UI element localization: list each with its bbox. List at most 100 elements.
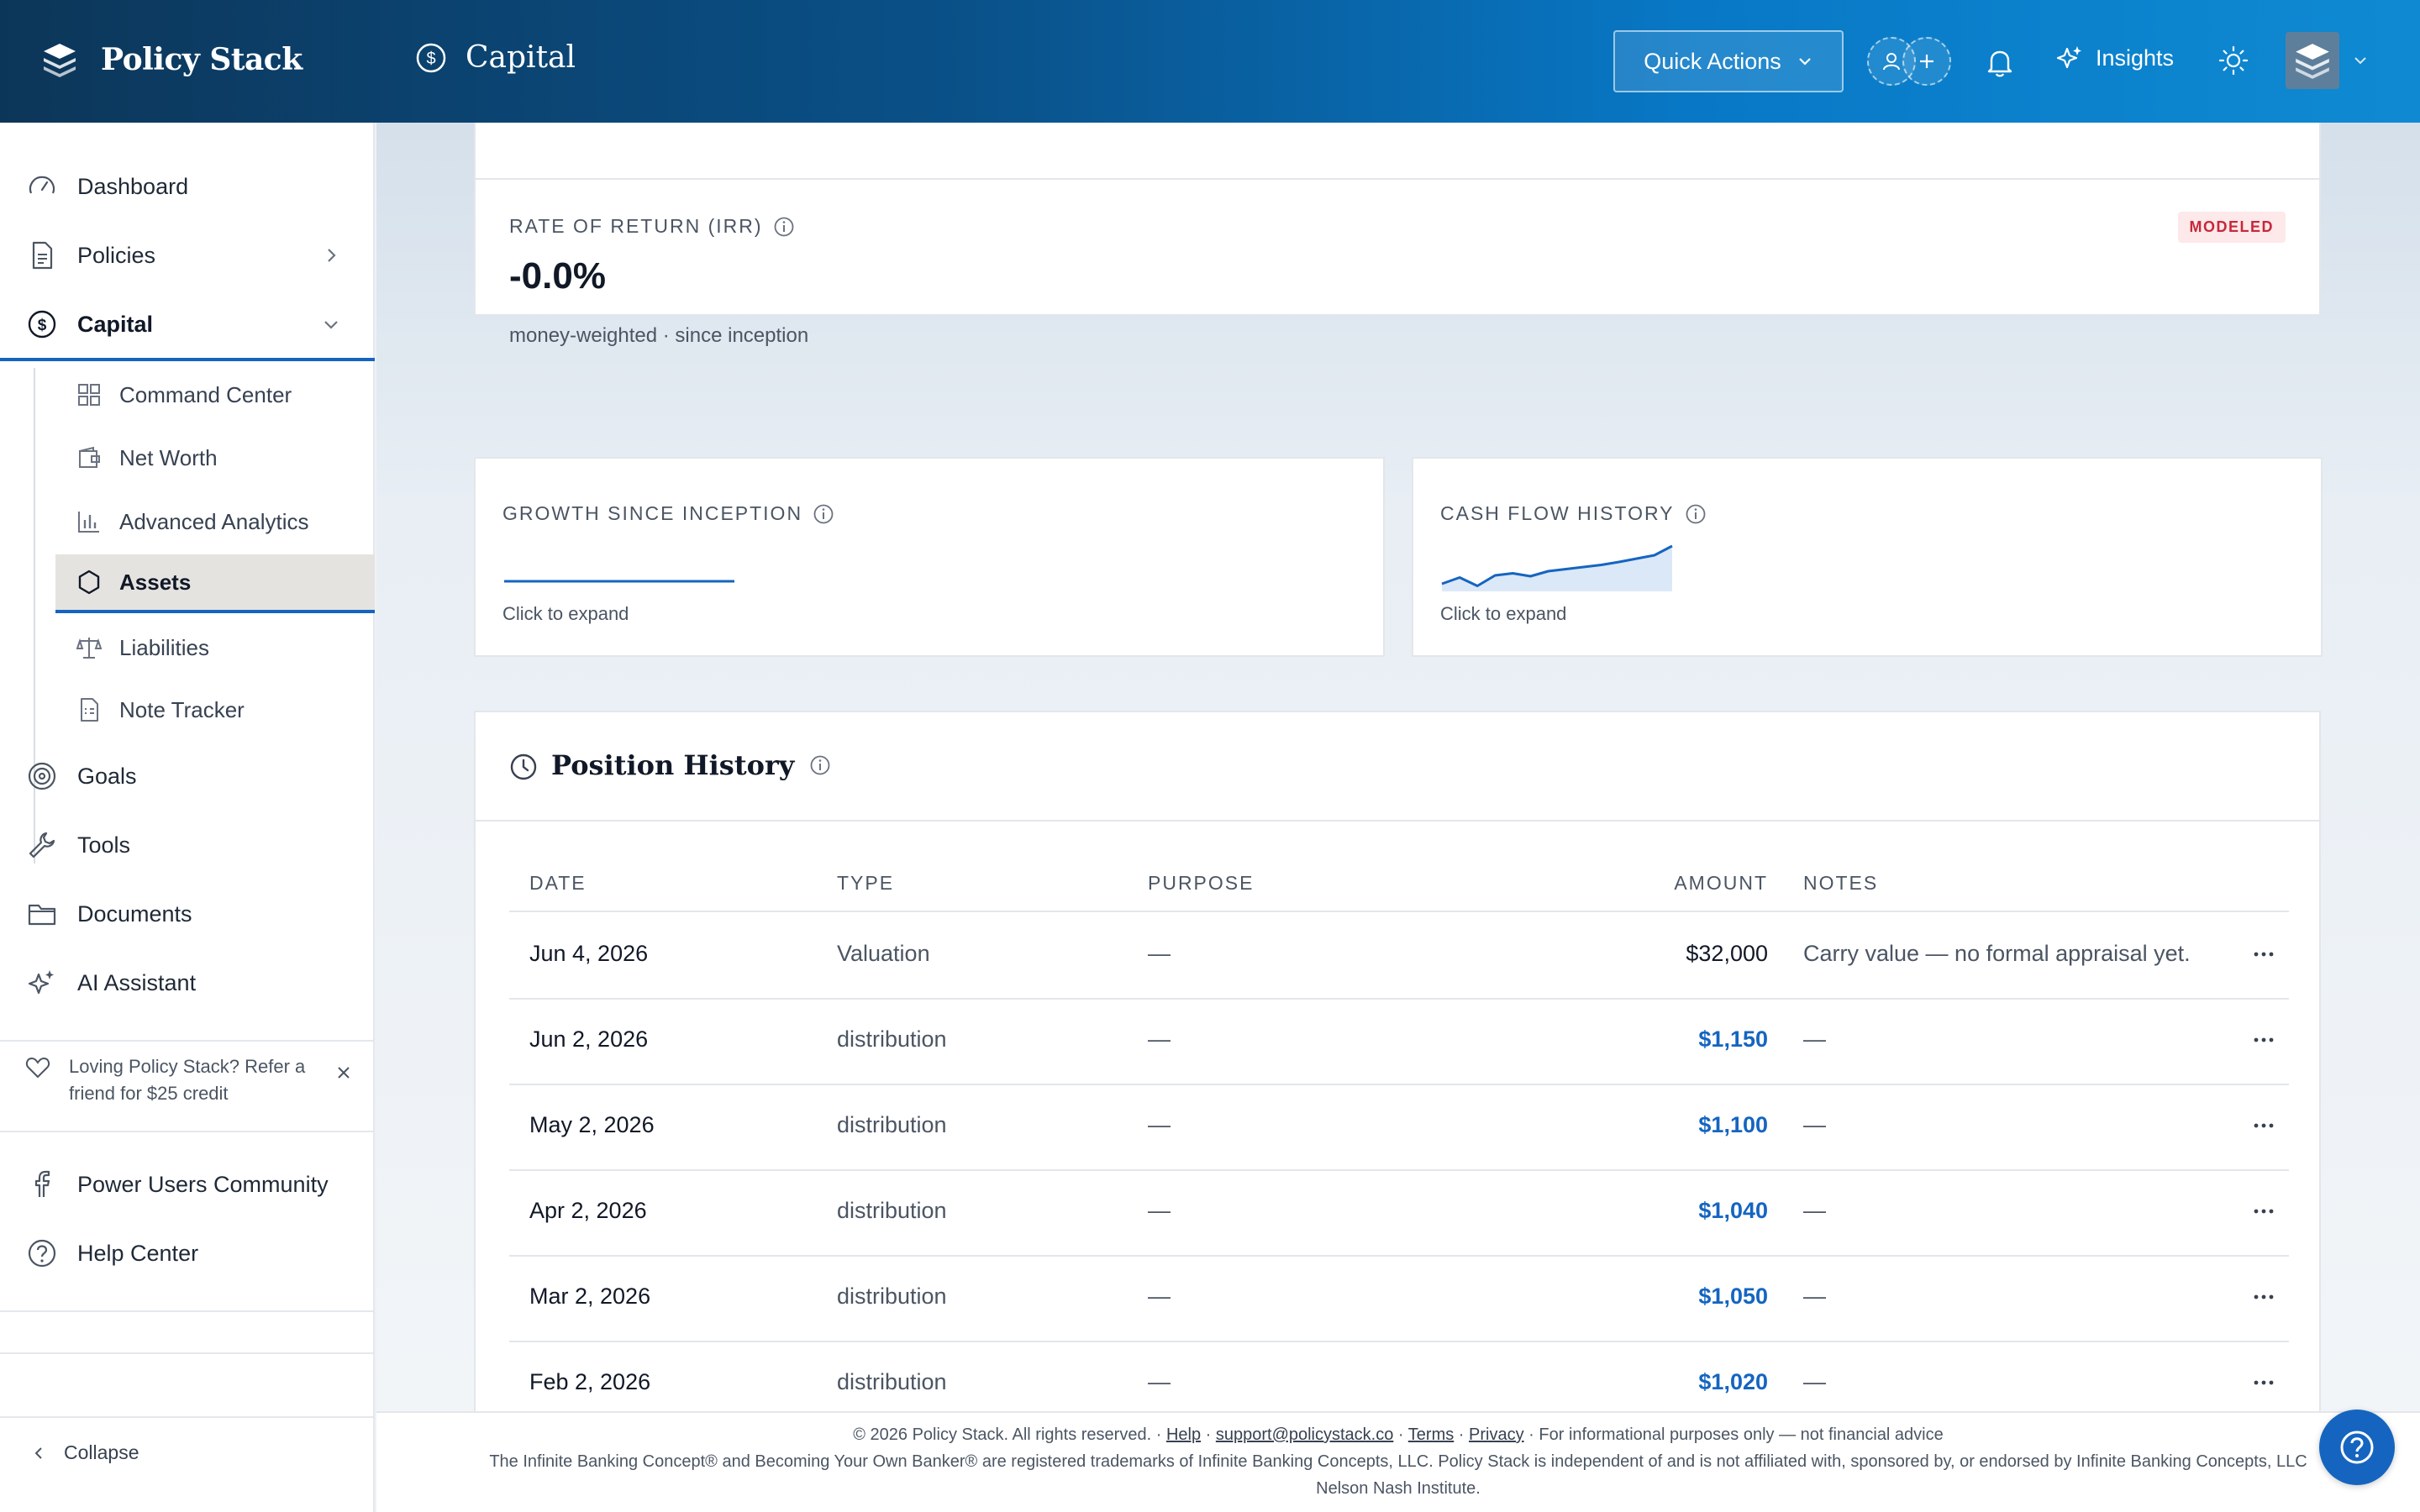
sidebar-item-documents[interactable]: Documents [0,882,375,946]
sidebar-item-label: AI Assistant [77,969,197,995]
sidebar-item-power-users-community[interactable]: Power Users Community [0,1152,375,1216]
account-menu[interactable] [2286,32,2370,89]
sidebar-item-label: Tools [77,832,131,858]
section-title-text: Position History [551,749,795,781]
table-row[interactable]: Jun 4, 2026 Valuation — $32,000 Carry value … [476,912,2319,998]
quick-actions-button[interactable]: Quick Actions [1613,30,1844,92]
expand-hint: Click to expand [502,603,629,624]
divider [509,911,2289,912]
document-icon [32,241,53,270]
cell-notes: — [1803,1198,1826,1223]
bell-icon[interactable] [1983,45,2017,79]
plus-icon [1902,37,1951,86]
info-icon[interactable] [773,216,795,238]
irr-value: -0.0% [509,255,606,297]
info-icon[interactable] [809,754,831,776]
sidebar-item-policies[interactable]: Policies [0,223,375,287]
column-header-notes[interactable]: NOTES [1803,872,1879,894]
footer-terms-link[interactable]: Terms [1407,1425,1455,1444]
more-options-icon[interactable] [2252,944,2275,964]
trademark-line-1: The Infinite Banking Concept® and Becomi… [489,1452,2307,1471]
cashflow-sparkline [1441,544,1673,591]
more-options-icon[interactable] [2252,1373,2275,1393]
sidebar-item-tools[interactable]: Tools [0,813,375,877]
column-header-date[interactable]: DATE [529,872,587,894]
main-content: RATE OF RETURN (IRR) -0.0% money-weighte… [376,123,2420,1411]
referral-banner[interactable]: Loving Policy Stack? Refer a friend for … [25,1053,353,1107]
footer-email-link[interactable]: support@policystack.co [1215,1425,1394,1444]
brand[interactable]: Policy Stack [42,40,302,79]
table-row[interactable]: May 2, 2026 distribution — $1,100 — [476,1084,2319,1169]
growth-label: GROWTH SINCE INCEPTION [502,502,834,525]
table-row[interactable]: Jun 2, 2026 distribution — $1,150 — [476,998,2319,1084]
sidebar-item-label: Net Worth [119,444,218,470]
sidebar-item-label: Capital [77,311,154,337]
more-options-icon[interactable] [2252,1116,2275,1136]
column-header-purpose[interactable]: PURPOSE [1148,872,1255,894]
column-header-type[interactable]: TYPE [837,872,895,894]
sidebar-item-ai-assistant[interactable]: AI Assistant [0,951,375,1015]
status-badge: MODELED [2177,212,2286,243]
gauge-icon [29,176,55,194]
insights-button[interactable]: Insights [2055,44,2174,72]
cell-type: distribution [837,1369,947,1394]
collapse-label: Collapse [64,1441,139,1463]
cell-amount[interactable]: $1,100 [1698,1112,1768,1137]
sidebar-item-help-center[interactable]: Help Center [0,1221,375,1285]
growth-sparkline [504,580,734,583]
cell-amount[interactable]: $1,150 [1698,1026,1768,1052]
table-row[interactable]: Mar 2, 2026 distribution — $1,050 — [476,1255,2319,1341]
info-icon[interactable] [1685,503,1707,525]
more-options-icon[interactable] [2252,1201,2275,1221]
sidebar-item-command-center[interactable]: Command Center [55,365,375,424]
sidebar-item-label: Command Center [119,381,292,407]
help-fab-button[interactable] [2319,1410,2395,1485]
cell-amount[interactable]: $1,040 [1698,1198,1768,1223]
sidebar-item-liabilities[interactable]: Liabilities [55,618,375,677]
invite-user-button[interactable] [1867,37,1951,86]
growth-card[interactable]: GROWTH SINCE INCEPTION Click to expand [474,457,1385,657]
sidebar-item-label: Policies [77,242,156,268]
table-row[interactable]: Feb 2, 2026 distribution — $1,020 — [476,1341,2319,1411]
svg-text:$: $ [38,317,47,334]
cell-purpose: — [1148,1112,1171,1137]
more-options-icon[interactable] [2252,1287,2275,1307]
avatar [2286,32,2339,89]
cell-amount[interactable]: $1,020 [1698,1369,1768,1394]
expand-hint: Click to expand [1440,603,1567,624]
footer-privacy-link[interactable]: Privacy [1469,1425,1524,1444]
sidebar-item-dashboard[interactable]: Dashboard [0,155,375,218]
sidebar-item-note-tracker[interactable]: Note Tracker [55,680,375,739]
sidebar-item-net-worth[interactable]: Net Worth [55,428,375,487]
active-section-indicator [0,358,375,361]
collapse-button[interactable]: Collapse [30,1441,139,1464]
cell-type: distribution [837,1198,947,1223]
sun-icon[interactable] [2218,45,2249,76]
cell-date: Feb 2, 2026 [529,1369,651,1394]
sidebar-item-goals[interactable]: Goals [0,744,375,808]
column-header-amount[interactable]: AMOUNT [1674,872,1768,894]
cell-purpose: — [1148,941,1171,966]
cell-date: Jun 2, 2026 [529,1026,649,1052]
note-icon [81,698,98,722]
cell-date: Mar 2, 2026 [529,1284,651,1309]
footer: © 2026 Policy Stack. All rights reserved… [376,1411,2420,1512]
divider [509,1255,2289,1257]
more-options-icon[interactable] [2252,1030,2275,1050]
sidebar-item-label: Note Tracker [119,696,245,722]
irr-label: RATE OF RETURN (IRR) [509,215,795,238]
sparkline-line [1441,544,1673,587]
sidebar-item-advanced-analytics[interactable]: Advanced Analytics [55,492,375,551]
sidebar-item-assets[interactable]: Assets [55,554,375,613]
table-row[interactable]: Apr 2, 2026 distribution — $1,040 — [476,1169,2319,1255]
clock-icon [510,753,537,780]
cell-amount[interactable]: $1,050 [1698,1284,1768,1309]
cashflow-card[interactable]: CASH FLOW HISTORY Click to expand [1412,457,2323,657]
card-header: Position History [476,712,2319,822]
info-icon[interactable] [813,503,834,525]
close-icon[interactable] [334,1063,353,1082]
sidebar-item-capital[interactable]: $ Capital [0,292,375,356]
folder-icon [28,904,56,926]
page-title: Capital [466,40,576,75]
footer-help-link[interactable]: Help [1165,1425,1202,1444]
